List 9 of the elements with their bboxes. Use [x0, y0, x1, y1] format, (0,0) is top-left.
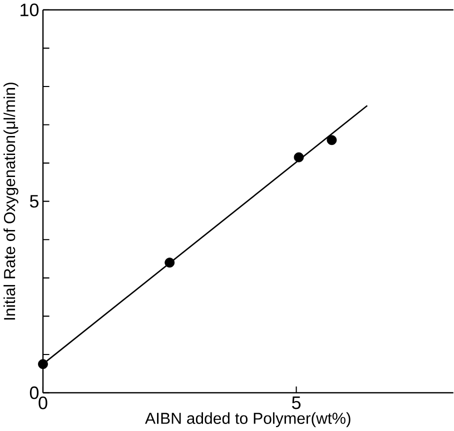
y-tick-label: 5: [30, 195, 38, 208]
y-tick-label: 10: [20, 4, 39, 16]
point: [326, 135, 337, 146]
point: [38, 359, 48, 370]
point: [294, 152, 304, 162]
point: [164, 258, 175, 268]
x-axis-title: AIBN added to Polymer(wt%): [145, 412, 350, 428]
y-tick-label: 0: [30, 386, 39, 400]
y-axis-title: Initial Rate of Oxygenation(μl/min): [4, 82, 18, 320]
